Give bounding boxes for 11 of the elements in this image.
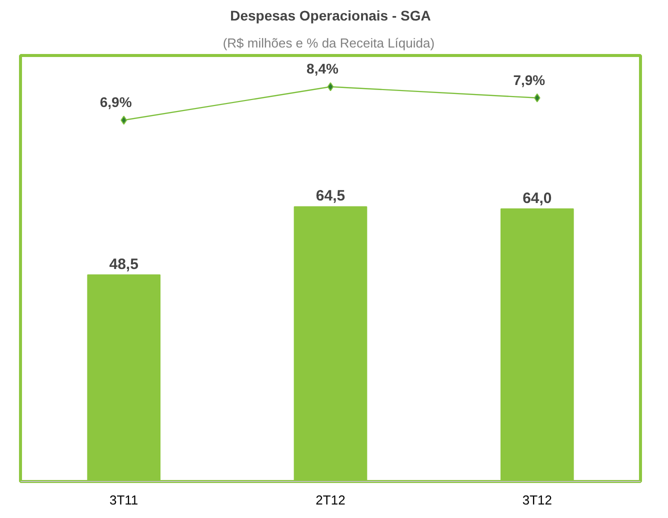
chart-subtitle: (R$ milhões e % da Receita Líquida) [222, 36, 435, 50]
x-tick-label: 2T12 [316, 492, 346, 508]
data-label: 64,5 [316, 188, 346, 205]
x-tick-label: 3T12 [522, 492, 552, 508]
data-label: 7,9% [513, 72, 546, 88]
data-label: 64,0 [522, 190, 552, 207]
x-tick-label: 3T11 [110, 492, 138, 508]
data-label: 6,9% [100, 94, 132, 110]
data-label: 8,4% [306, 60, 340, 77]
data-label: 48,5 [109, 256, 138, 273]
chart-title: Despesas Operacionais - SGA [230, 8, 431, 24]
